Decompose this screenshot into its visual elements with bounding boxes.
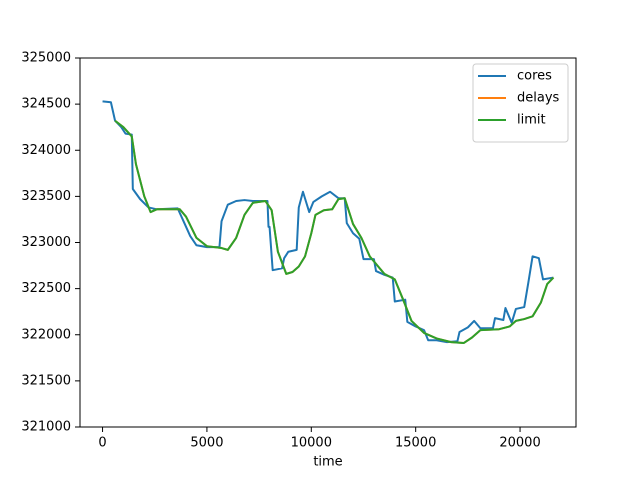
x-tick-label: 0: [98, 436, 106, 451]
y-tick-label: 324500: [21, 97, 71, 112]
x-tick-label: 10000: [291, 436, 332, 451]
legend-label: delays: [517, 91, 560, 106]
legend-label: limit: [517, 113, 546, 128]
x-tick-label: 5000: [190, 436, 223, 451]
line-series: [114, 119, 555, 345]
y-tick-label: 325000: [21, 51, 71, 66]
y-tick-label: 323500: [21, 189, 71, 204]
line-series: [114, 119, 555, 345]
line-series: [102, 100, 554, 344]
y-tick-label: 321000: [21, 420, 71, 435]
x-tick-label: 15000: [395, 436, 436, 451]
legend-label: cores: [517, 69, 552, 84]
x-tick-label: 20000: [499, 436, 540, 451]
y-tick-label: 324000: [21, 143, 71, 158]
y-tick-label: 322000: [21, 327, 71, 342]
y-tick-label: 323000: [21, 235, 71, 250]
y-tick-label: 322500: [21, 281, 71, 296]
x-axis-label: time: [313, 455, 342, 470]
y-tick-label: 321500: [21, 373, 71, 388]
legend-box: [472, 63, 569, 143]
